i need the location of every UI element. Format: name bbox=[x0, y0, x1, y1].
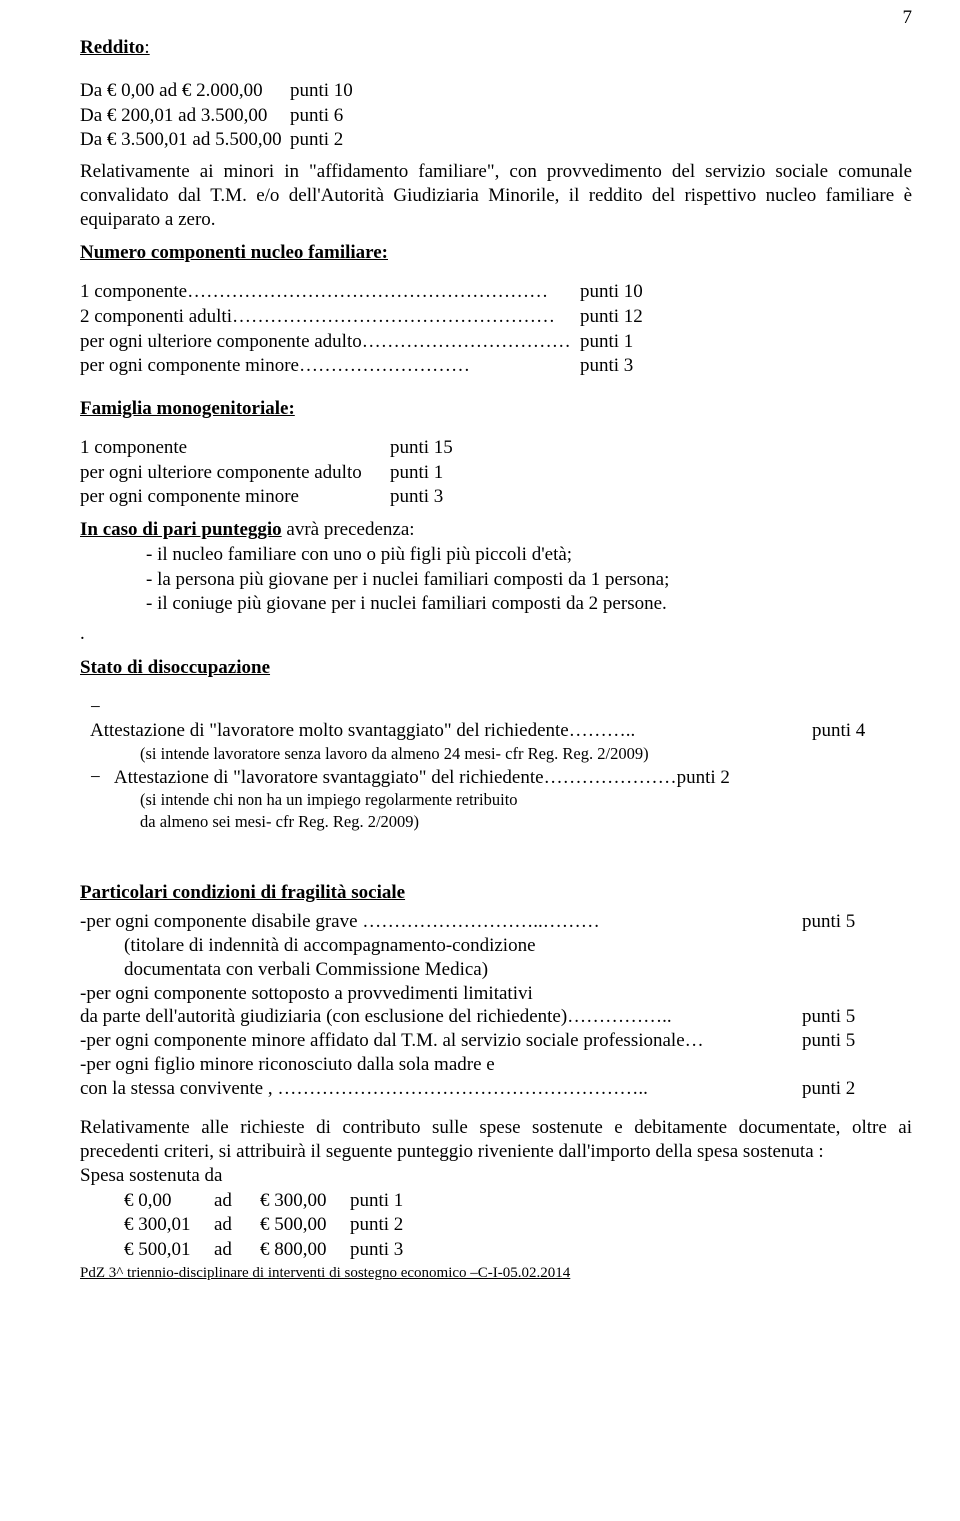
spesa-points: punti 1 bbox=[350, 1189, 430, 1213]
spesa-ad: ad bbox=[214, 1238, 260, 1262]
page-number: 7 bbox=[903, 6, 913, 30]
footer-text: PdZ 3^ triennio-disciplinare di interven… bbox=[80, 1264, 912, 1283]
pari-item: il nucleo familiare con uno o più figli … bbox=[80, 543, 912, 567]
nucleo-label: per ogni ulteriore componente adulto…………… bbox=[80, 330, 580, 354]
frag-points: punti 5 bbox=[802, 910, 912, 934]
spesa-row: € 300,01 ad € 500,00 punti 2 bbox=[80, 1213, 912, 1237]
pari-item: la persona più giovane per i nuclei fami… bbox=[80, 568, 912, 592]
nucleo-heading: Numero componenti nucleo familiare: bbox=[80, 241, 912, 265]
frag-label: con la stessa convivente , …………………………………… bbox=[80, 1077, 802, 1101]
reddito-points: punti 2 bbox=[290, 128, 343, 152]
frag-points: punti 5 bbox=[802, 1005, 912, 1029]
spesa-row: € 0,00 ad € 300,00 punti 1 bbox=[80, 1189, 912, 1213]
pari-dot: . bbox=[80, 622, 912, 646]
disoc-points: punti 4 bbox=[832, 719, 912, 743]
frag-points: punti 2 bbox=[802, 1077, 912, 1101]
mono-points: punti 1 bbox=[390, 461, 443, 485]
spesa-ad: ad bbox=[214, 1213, 260, 1237]
disoc-list: Attestazione di "lavoratore molto svanta… bbox=[80, 696, 912, 833]
nucleo-row: per ogni componente minore……………………… punt… bbox=[80, 354, 912, 378]
reddito-row: Da € 0,00 ad € 2.000,00 punti 10 bbox=[80, 79, 912, 103]
nucleo-label: 1 componente………………………………………………… bbox=[80, 280, 580, 304]
nucleo-points: punti 1 bbox=[580, 330, 633, 354]
spesa-to: € 500,00 bbox=[260, 1213, 350, 1237]
disoc-heading: Stato di disoccupazione bbox=[80, 656, 912, 680]
spesa-to: € 800,00 bbox=[260, 1238, 350, 1262]
mono-points: punti 15 bbox=[390, 436, 453, 460]
spesa-from: € 0,00 bbox=[124, 1189, 214, 1213]
pari-heading-line: In caso di pari punteggio avrà precedenz… bbox=[80, 518, 912, 542]
frag-row: -per ogni componente sottoposto a provve… bbox=[80, 982, 912, 1006]
frag-row: -per ogni componente disabile grave …………… bbox=[80, 910, 912, 934]
reddito-label: Da € 0,00 ad € 2.000,00 bbox=[80, 79, 290, 103]
frag-points bbox=[802, 1053, 912, 1077]
nucleo-label: per ogni componente minore……………………… bbox=[80, 354, 580, 378]
frag-row: -per ogni figlio minore riconosciuto dal… bbox=[80, 1053, 912, 1077]
reddito-points: punti 10 bbox=[290, 79, 353, 103]
frag-note: (titolare di indennità di accompagnament… bbox=[80, 934, 912, 958]
reddito-points: punti 6 bbox=[290, 104, 343, 128]
frag-label: -per ogni figlio minore riconosciuto dal… bbox=[80, 1053, 802, 1077]
mono-row: per ogni componente minore punti 3 bbox=[80, 485, 912, 509]
reddito-row: Da € 3.500,01 ad 5.500,00 punti 2 bbox=[80, 128, 912, 152]
disoc-note: (si intende lavoratore senza lavoro da a… bbox=[80, 744, 912, 765]
nucleo-row: per ogni ulteriore componente adulto…………… bbox=[80, 330, 912, 354]
frag-note: documentata con verbali Commissione Medi… bbox=[80, 958, 912, 982]
frag-points bbox=[802, 982, 912, 1006]
spesa-intro: Relativamente alle richieste di contribu… bbox=[80, 1116, 912, 1164]
frag-label: -per ogni componente disabile grave …………… bbox=[80, 910, 802, 934]
spesa-points: punti 3 bbox=[350, 1238, 430, 1262]
frag-row: con la stessa convivente , …………………………………… bbox=[80, 1077, 912, 1101]
frag-label: -per ogni componente minore affidato dal… bbox=[80, 1029, 802, 1053]
reddito-row: Da € 200,01 ad 3.500,00 punti 6 bbox=[80, 104, 912, 128]
nucleo-points: punti 12 bbox=[580, 305, 643, 329]
reddito-note: Relativamente ai minori in "affidamento … bbox=[80, 160, 912, 231]
frag-row: da parte dell'autorità giudiziaria (con … bbox=[80, 1005, 912, 1029]
mono-label: 1 componente bbox=[80, 436, 390, 460]
frag-label: -per ogni componente sottoposto a provve… bbox=[80, 982, 802, 1006]
nucleo-row: 2 componenti adulti…………………………………………… pun… bbox=[80, 305, 912, 329]
spesa-heading: Spesa sostenuta da bbox=[80, 1164, 912, 1188]
mono-row: 1 componente punti 15 bbox=[80, 436, 912, 460]
mono-row: per ogni ulteriore componente adulto pun… bbox=[80, 461, 912, 485]
frag-row: -per ogni componente minore affidato dal… bbox=[80, 1029, 912, 1053]
mono-label: per ogni ulteriore componente adulto bbox=[80, 461, 390, 485]
disoc-item: Attestazione di "lavoratore molto svanta… bbox=[80, 696, 912, 744]
disoc-label: Attestazione di "lavoratore molto svanta… bbox=[110, 719, 832, 743]
mono-points: punti 3 bbox=[390, 485, 443, 509]
spesa-points: punti 2 bbox=[350, 1213, 430, 1237]
spesa-row: € 500,01 ad € 800,00 punti 3 bbox=[80, 1238, 912, 1262]
disoc-label: Attestazione di "lavoratore svantaggiato… bbox=[114, 767, 730, 788]
nucleo-label: 2 componenti adulti…………………………………………… bbox=[80, 305, 580, 329]
reddito-label: Da € 3.500,01 ad 5.500,00 bbox=[80, 128, 290, 152]
pari-item: il coniuge più giovane per i nuclei fami… bbox=[80, 592, 912, 616]
spesa-ad: ad bbox=[214, 1189, 260, 1213]
mono-label: per ogni componente minore bbox=[80, 485, 390, 509]
frag-label: da parte dell'autorità giudiziaria (con … bbox=[80, 1005, 802, 1029]
spesa-from: € 300,01 bbox=[124, 1213, 214, 1237]
frag-heading: Particolari condizioni di fragilità soci… bbox=[80, 881, 912, 905]
spesa-from: € 500,01 bbox=[124, 1238, 214, 1262]
pari-heading: In caso di pari punteggio bbox=[80, 519, 282, 540]
pari-list: il nucleo familiare con uno o più figli … bbox=[80, 543, 912, 616]
disoc-note: da almeno sei mesi- cfr Reg. Reg. 2/2009… bbox=[80, 812, 912, 833]
frag-points: punti 5 bbox=[802, 1029, 912, 1053]
reddito-heading: Reddito: bbox=[80, 36, 912, 60]
disoc-item: Attestazione di "lavoratore svantaggiato… bbox=[80, 766, 912, 790]
spesa-to: € 300,00 bbox=[260, 1189, 350, 1213]
nucleo-row: 1 componente………………………………………………… punti 10 bbox=[80, 280, 912, 304]
disoc-note: (si intende chi non ha un impiego regola… bbox=[80, 790, 912, 811]
pari-suffix: avrà precedenza: bbox=[282, 519, 415, 540]
document-page: 7 Reddito: Da € 0,00 ad € 2.000,00 punti… bbox=[0, 0, 960, 1301]
nucleo-points: punti 10 bbox=[580, 280, 643, 304]
mono-heading: Famiglia monogenitoriale: bbox=[80, 397, 912, 421]
nucleo-points: punti 3 bbox=[580, 354, 633, 378]
reddito-label: Da € 200,01 ad 3.500,00 bbox=[80, 104, 290, 128]
